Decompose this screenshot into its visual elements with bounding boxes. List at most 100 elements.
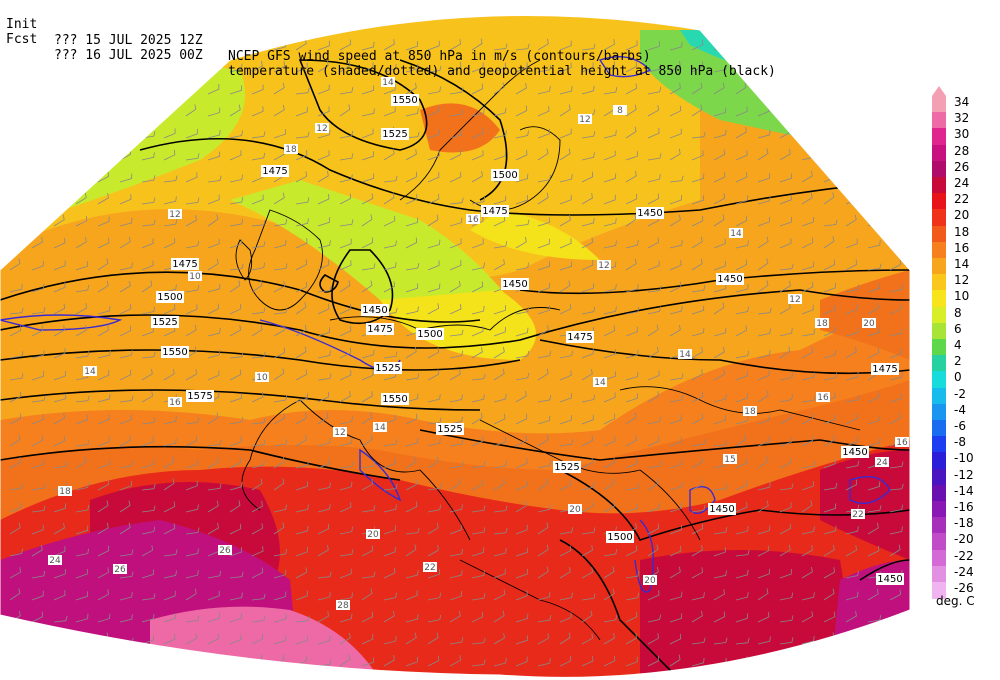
wind-barb: [713, 611, 726, 623]
wind-label-bg: [48, 555, 62, 565]
wind-barb: [317, 106, 330, 117]
wind-barb: [581, 414, 594, 425]
wind-barb: [537, 460, 551, 469]
wind-barb: [581, 259, 594, 271]
wind-barb: [185, 548, 199, 557]
wind-barb: [603, 194, 616, 205]
wind-barb: [801, 41, 814, 51]
height-label: 1525: [554, 462, 579, 473]
wind-barb: [581, 567, 593, 579]
wind-label-bg: [168, 209, 182, 219]
wind-barb: [493, 62, 506, 73]
legend-label: 20: [954, 208, 970, 223]
wind-barb: [537, 591, 551, 601]
wind-barb: [97, 305, 111, 315]
wind-barb: [339, 549, 354, 557]
wind-barb: [185, 527, 200, 535]
wind-barb: [361, 349, 375, 359]
wind-barb: [581, 435, 594, 447]
legend-swatch: [932, 549, 946, 567]
wind-barb: [537, 217, 551, 227]
wind-barb: [823, 544, 835, 557]
wind-barb: [449, 129, 463, 139]
wind-barb: [75, 324, 87, 337]
wind-barb: [427, 214, 439, 227]
wind-barb: [493, 633, 505, 645]
wind-barb: [405, 131, 420, 139]
wind-barb: [185, 633, 198, 645]
wind-barb: [229, 592, 243, 601]
wind-barb: [537, 504, 551, 513]
wind-barb: [75, 439, 90, 447]
wind-barb: [119, 131, 134, 139]
wind-barb: [295, 106, 308, 117]
wind-barb: [141, 326, 154, 337]
wind-barb: [9, 654, 21, 667]
wind-barb: [295, 346, 307, 359]
fcst-label: Fcst: [6, 32, 38, 47]
wind-label-bg: [578, 114, 592, 124]
wind-barb: [75, 395, 90, 403]
wind-barb: [493, 479, 505, 491]
wind-barb: [295, 434, 307, 447]
height-label-bg: [381, 393, 409, 405]
legend-label: 4: [954, 338, 962, 352]
wind-barb: [493, 527, 508, 535]
legend-swatch: [932, 225, 946, 243]
wind-barb: [669, 260, 682, 271]
wind-barb: [735, 284, 749, 293]
wind-barb: [361, 128, 374, 139]
wind-barb: [383, 610, 395, 623]
wind-barb: [581, 131, 596, 139]
wind-barb: [823, 304, 836, 315]
wind-barb: [845, 148, 857, 161]
wind-barb: [779, 328, 793, 337]
wind-barb: [713, 171, 726, 183]
wind-barb: [867, 263, 882, 271]
wind-barb: [537, 38, 549, 51]
wind-label-bg: [816, 392, 830, 402]
wind-barb: [625, 435, 637, 447]
wind-barb: [559, 194, 572, 205]
wind-barb: [295, 238, 308, 249]
wind-barb: [119, 173, 133, 183]
wind-barb: [449, 461, 464, 469]
wind-barb: [119, 325, 132, 337]
wind-barb: [449, 591, 462, 601]
wind-barb: [735, 350, 750, 359]
height-label: 1475: [262, 166, 287, 177]
wind-barb: [735, 370, 748, 381]
wind-barb: [273, 368, 285, 381]
wind-barb: [273, 218, 288, 227]
height-label-bg: [501, 278, 529, 290]
wind-barb: [471, 216, 484, 227]
wind-barb: [339, 193, 352, 205]
wind-barb: [823, 282, 836, 293]
legend-label: 6: [954, 321, 962, 336]
wind-barb: [75, 414, 88, 425]
wind-barb: [53, 348, 66, 359]
wind-barb: [295, 567, 308, 579]
legend-swatch: [932, 144, 946, 162]
wind-barb: [383, 654, 395, 667]
height-label: 1450: [709, 504, 734, 515]
wind-barb: [889, 461, 904, 469]
wind-barb: [691, 150, 704, 161]
wind-barb: [273, 635, 287, 645]
wind-barb: [889, 304, 902, 315]
wind-barb: [669, 654, 681, 667]
wind-barb: [713, 260, 726, 271]
wind-barb: [867, 82, 879, 95]
wind-barb: [779, 654, 791, 667]
wind-barb: [97, 325, 109, 337]
wind-barb: [647, 64, 661, 73]
wind-barb: [779, 217, 792, 227]
wind-barb: [339, 437, 353, 447]
wind-barb: [845, 304, 858, 315]
wind-barb: [339, 219, 354, 227]
wind-barb: [581, 283, 595, 293]
wind-barb: [845, 284, 859, 293]
wind-barb: [691, 544, 703, 557]
wind-barb: [339, 104, 351, 117]
wind-barb: [97, 258, 109, 271]
